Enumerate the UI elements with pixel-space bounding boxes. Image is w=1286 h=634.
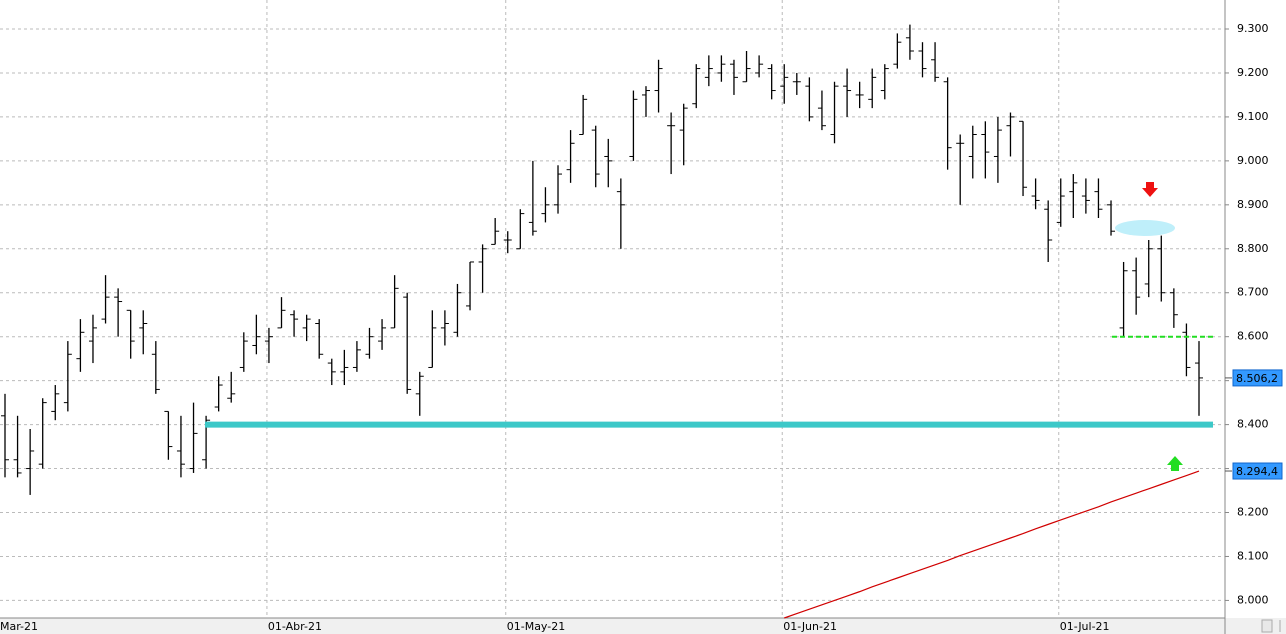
y-tick-label: 8.700 <box>1237 286 1269 299</box>
y-tick-label: 8.900 <box>1237 198 1269 211</box>
x-axis-band <box>0 618 1286 634</box>
x-tick-label: 01-May-21 <box>507 620 565 633</box>
price-tag-box <box>1232 462 1283 480</box>
y-tick-label: 8.800 <box>1237 242 1269 255</box>
y-tick-label: 9.100 <box>1237 110 1269 123</box>
y-tick-label: 9.000 <box>1237 154 1269 167</box>
y-tick-label: 9.300 <box>1237 22 1269 35</box>
y-tick-label: 9.200 <box>1237 66 1269 79</box>
price-tag-label: 8.294,4 <box>1236 465 1278 478</box>
highlight-ellipse <box>1115 220 1175 236</box>
y-tick-label: 8.200 <box>1237 506 1269 519</box>
y-tick-label: 8.100 <box>1237 549 1269 562</box>
marks <box>1 24 1213 619</box>
price-tag-label: 8.506,2 <box>1236 372 1278 385</box>
price-tag-box <box>1232 369 1283 387</box>
moving-average-line <box>784 470 1200 619</box>
corner-icon[interactable] <box>1261 619 1273 633</box>
x-tick-label: Mar-21 <box>0 620 38 633</box>
y-tick-label: 8.000 <box>1237 593 1269 606</box>
x-tick-label: 01-Abr-21 <box>268 620 322 633</box>
down-arrow <box>1142 182 1158 197</box>
x-tick-label: 01-Jul-21 <box>1060 620 1110 633</box>
y-tick-label: 8.400 <box>1237 418 1269 431</box>
up-arrow <box>1167 456 1183 471</box>
x-tick-label: 01-Jun-21 <box>783 620 837 633</box>
y-tick-label: 8.600 <box>1237 330 1269 343</box>
